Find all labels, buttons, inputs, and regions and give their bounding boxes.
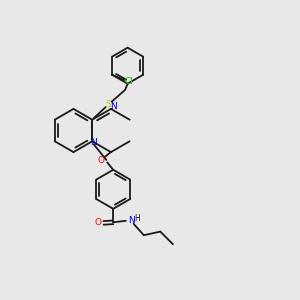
Text: N: N	[128, 216, 135, 225]
Text: Cl: Cl	[124, 77, 133, 86]
Text: N: N	[90, 138, 97, 147]
Text: N: N	[110, 102, 117, 111]
Text: O: O	[98, 156, 105, 165]
Text: O: O	[95, 218, 102, 227]
Text: S: S	[106, 100, 112, 109]
Text: H: H	[134, 214, 140, 223]
